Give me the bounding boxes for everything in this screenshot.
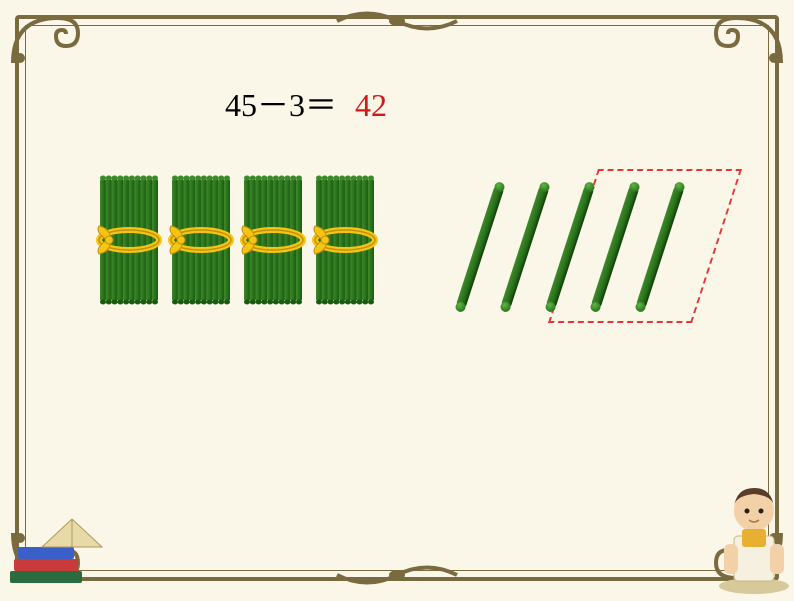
operator: － [257, 87, 289, 123]
answer: 42 [355, 87, 387, 123]
stick-bundles [95, 170, 379, 310]
loose-sticks [445, 175, 705, 325]
loose-stick [455, 185, 504, 310]
operand-left: 45 [225, 87, 257, 123]
stick-bundle [239, 170, 307, 310]
stick-bundle [167, 170, 235, 310]
corner-flourish-tr [706, 8, 786, 68]
flourish-top [327, 6, 467, 36]
stick-bundle [95, 170, 163, 310]
stick-bundle [311, 170, 379, 310]
operand-right: 3 [289, 87, 305, 123]
books-decoration [2, 509, 112, 594]
corner-flourish-tl [8, 8, 88, 68]
loose-stick [500, 185, 549, 310]
equals-sign: ＝ [305, 87, 337, 123]
student-decoration [704, 466, 794, 596]
flourish-bottom [327, 560, 467, 590]
equation: 45－3＝ 42 [225, 80, 387, 126]
